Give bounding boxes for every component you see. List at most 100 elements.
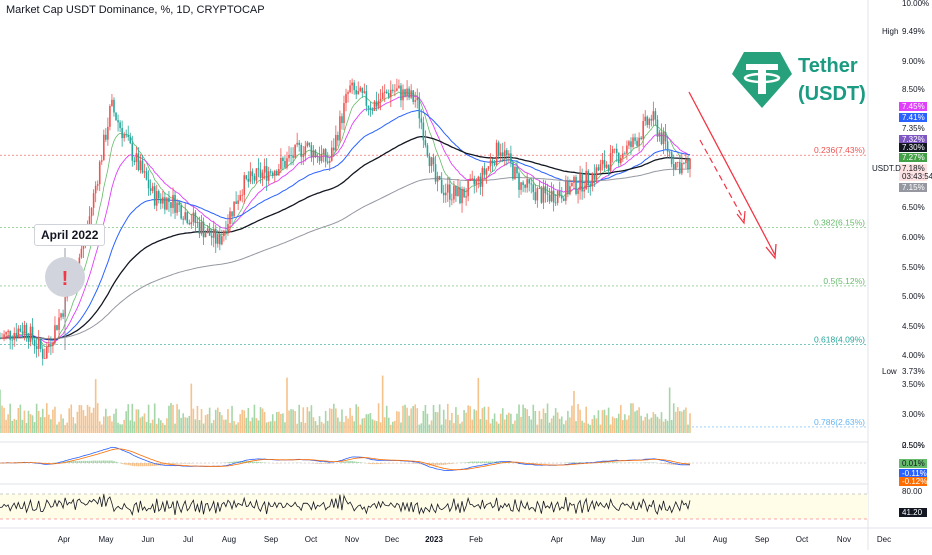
volume-bar	[225, 420, 227, 433]
candle-body	[665, 132, 667, 141]
volume-bar	[445, 419, 447, 433]
rsi-panel	[0, 494, 868, 519]
macd-histogram-bar	[109, 461, 111, 463]
candle-body	[598, 167, 600, 170]
macd-histogram-bar	[435, 463, 437, 466]
price-tick-label: 7.30%	[902, 143, 925, 152]
candle-body	[101, 160, 103, 161]
volume-bar	[429, 425, 431, 433]
volume-bar	[327, 421, 329, 433]
volume-bar	[250, 421, 252, 433]
candle-body	[404, 89, 406, 96]
candle-body	[549, 195, 551, 202]
candle-body	[659, 132, 661, 136]
time-tick-label: Apr	[58, 535, 71, 544]
candle-body	[217, 234, 219, 243]
candle-body	[282, 158, 284, 161]
volume-bar	[425, 405, 427, 433]
candle-body	[425, 140, 427, 145]
volume-bar	[193, 409, 195, 433]
volume-bar	[414, 404, 416, 433]
macd-histogram-bar	[150, 463, 152, 466]
price-tick-label: 4.50%	[902, 322, 925, 331]
candle-body	[555, 203, 557, 204]
volume-bar	[398, 412, 400, 433]
volume-bar	[235, 424, 237, 433]
volume-bar	[622, 420, 624, 433]
volume-bar	[286, 378, 288, 433]
price-tick-label: 3.50%	[902, 380, 925, 389]
candle-body	[506, 150, 508, 155]
volume-bar	[319, 416, 321, 433]
candle-body	[443, 193, 445, 195]
candle-body	[109, 106, 111, 127]
macd-histogram-bar	[107, 461, 109, 463]
macd-tick-label: 0.50%	[902, 441, 925, 450]
candle-body	[341, 116, 343, 123]
volume-bar	[280, 414, 282, 433]
fib-label: 0.5(5.12%)	[823, 276, 865, 286]
volume-bar	[675, 412, 677, 433]
volume-bar	[333, 404, 335, 433]
price-axis: 10.00%9.49%9.00%8.50%7.45%7.41%7.35%7.32…	[872, 0, 932, 517]
candle-body	[589, 185, 591, 186]
volume-bar	[209, 408, 211, 433]
volume-bar	[512, 424, 514, 433]
volume-bar	[288, 411, 290, 433]
volume-bar	[646, 413, 648, 433]
candle-body	[535, 192, 537, 200]
candle-body	[134, 161, 136, 162]
price-tick-label: 5.00%	[902, 292, 925, 301]
volume-bar	[583, 423, 585, 433]
volume-bar	[520, 417, 522, 433]
volume-bar	[504, 420, 506, 433]
candle-body	[327, 162, 329, 163]
candle-body	[559, 191, 561, 196]
macd-histogram-bar	[182, 463, 184, 464]
volume-bar	[478, 378, 480, 433]
volume-bar	[453, 423, 455, 433]
volume-bar	[673, 403, 675, 433]
volume-bar	[58, 422, 60, 433]
volume-bar	[270, 421, 272, 433]
candle-body	[602, 160, 604, 164]
volume-bar	[264, 412, 266, 433]
volume-bar	[148, 405, 150, 433]
candle-body	[5, 332, 7, 334]
volume-bar	[345, 416, 347, 433]
candle-body	[571, 183, 573, 186]
tether-brand: Tether (USDT)	[798, 52, 866, 108]
candle-body	[524, 185, 526, 188]
candle-body	[687, 160, 689, 169]
candle-body	[191, 222, 193, 224]
volume-bar	[54, 407, 56, 433]
volume-bar	[140, 418, 142, 433]
volume-bar	[152, 420, 154, 433]
volume-bar	[618, 414, 620, 433]
candle-body	[640, 138, 642, 139]
candle-body	[203, 222, 205, 237]
fib-label: 0.618(4.09%)	[814, 334, 865, 344]
volume-bar	[154, 403, 156, 433]
rsi-band	[0, 494, 868, 519]
candle-body	[150, 188, 152, 191]
candle-body	[353, 83, 355, 91]
volume-bar	[111, 421, 113, 433]
macd-histogram-bar	[111, 461, 113, 463]
candle-body	[62, 313, 64, 316]
macd-histogram-bar	[646, 462, 648, 463]
candle-body	[235, 201, 237, 203]
candle-body	[376, 101, 378, 106]
macd-histogram-bar	[99, 461, 101, 463]
volume-bar	[205, 415, 207, 433]
candle-body	[60, 313, 62, 317]
volume-bar	[184, 417, 186, 433]
candle-body	[300, 145, 302, 157]
volume-bar	[302, 407, 304, 433]
price-tick-label: 03:43:54	[902, 172, 932, 181]
volume-bar	[252, 417, 254, 433]
candle-body	[502, 152, 504, 156]
candle-body	[646, 117, 648, 125]
candle-body	[461, 189, 463, 203]
